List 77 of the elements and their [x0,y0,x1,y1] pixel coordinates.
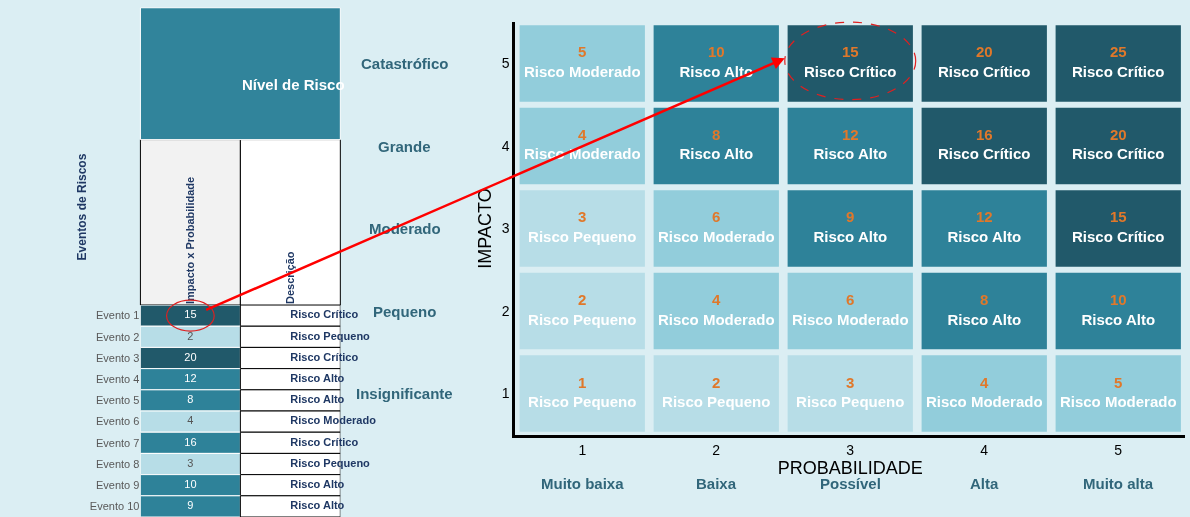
data-label: 3 [187,456,194,469]
data-label: 12 Risco Alto [947,208,1022,246]
data-label: 15 Risco Crítico [803,43,897,80]
text: Muito baixa [541,475,625,492]
data-label: 4 Risco Moderado [657,291,775,328]
data-label: 2 [187,329,194,342]
text: Risco Pequeno [290,329,370,342]
x-tick-label: 4 [980,441,989,458]
data-label: 2 Risco Pequeno [528,291,637,328]
x-tick-label: Descrição [283,251,296,305]
text: Catastrófico [361,55,449,72]
data-label: 20 Risco Crítico [937,43,1031,80]
x-tick-label: 5 [1114,441,1123,458]
y-tick-label: Evento 1 [96,309,140,322]
data-label: 15 Risco Crítico [1071,208,1165,246]
y-tick-label: 5 [501,55,510,72]
data-label: 8 Risco Alto [679,126,754,163]
text: Insignificante [356,385,453,402]
data-label: 25 Risco Crítico [1071,43,1165,80]
text: Risco Pequeno [290,456,370,469]
data-label: 9 [187,499,194,512]
data-label: 8 Risco Alto [947,291,1022,328]
y-tick-label: 3 [501,220,510,237]
data-label: 12 [184,371,197,384]
x-tick-label: 2 [712,441,721,458]
data-label: 16 Risco Crítico [937,126,1031,163]
data-label: 4 [187,414,194,427]
text: Muito alta [1083,475,1154,492]
data-label: 15 [184,308,197,321]
y-tick-label: 2 [501,302,510,319]
y-tick-label: Evento 10 [89,500,140,513]
data-label: 2 Risco Pequeno [662,373,771,411]
y-tick-label: 4 [501,137,510,154]
text: Risco Crítico [290,350,359,363]
data-label: 3 Risco Pequeno [528,208,637,246]
y-tick-label: Evento 3 [96,351,140,364]
data-label: 6 Risco Moderado [791,291,909,328]
text: Possível [820,475,881,492]
text: Alta [970,475,999,492]
data-label: 1 Risco Pequeno [528,373,637,411]
text: Risco Alto [290,393,345,406]
x-tick-label: 1 [578,441,587,458]
text: Grande [378,138,431,155]
y-tick-label: Evento 6 [96,415,140,428]
text: Risco Alto [290,371,345,384]
y-tick-label: 1 [501,385,510,402]
y-axis-title: Eventos de Riscos [74,153,89,261]
text: Baixa [696,475,737,492]
y-tick-label: Evento 5 [96,394,140,407]
data-label: 12 Risco Alto [813,126,888,163]
y-tick-label: Evento 8 [96,457,140,470]
data-label: 20 [184,350,197,363]
text: Pequeno [373,303,437,320]
data-label: 10 Risco Alto [1081,291,1156,328]
data-label: 5 Risco Moderado [1059,373,1177,411]
y-axis-title: IMPACTO [474,188,495,269]
y-tick-label: Evento 9 [96,479,140,492]
y-tick-label: Evento 4 [96,373,140,386]
data-label: 4 Risco Moderado [925,373,1043,411]
text: Risco Alto [290,499,345,512]
y-tick-label: Evento 2 [96,330,140,343]
text: Risco Crítico [290,435,359,448]
x-tick-label: Impacto x Probabilidade [183,176,196,305]
data-label: 5 Risco Moderado [523,43,641,80]
data-label: 9 Risco Alto [813,208,888,246]
data-label: 10 [184,477,197,490]
x-tick-label: 3 [846,441,855,458]
data-label: 16 [184,435,197,448]
data-label: 20 Risco Crítico [1071,126,1165,163]
text: Risco Crítico [290,308,359,321]
y-tick-label: Evento 7 [96,436,140,449]
text: Risco Alto [290,477,345,490]
text: Risco Moderado [290,414,376,427]
x-axis-title: PROBABILIDADE [777,457,923,478]
data-label: 8 [187,393,194,406]
data-label: 3 Risco Pequeno [796,373,905,411]
data-label: 6 Risco Moderado [657,208,775,246]
